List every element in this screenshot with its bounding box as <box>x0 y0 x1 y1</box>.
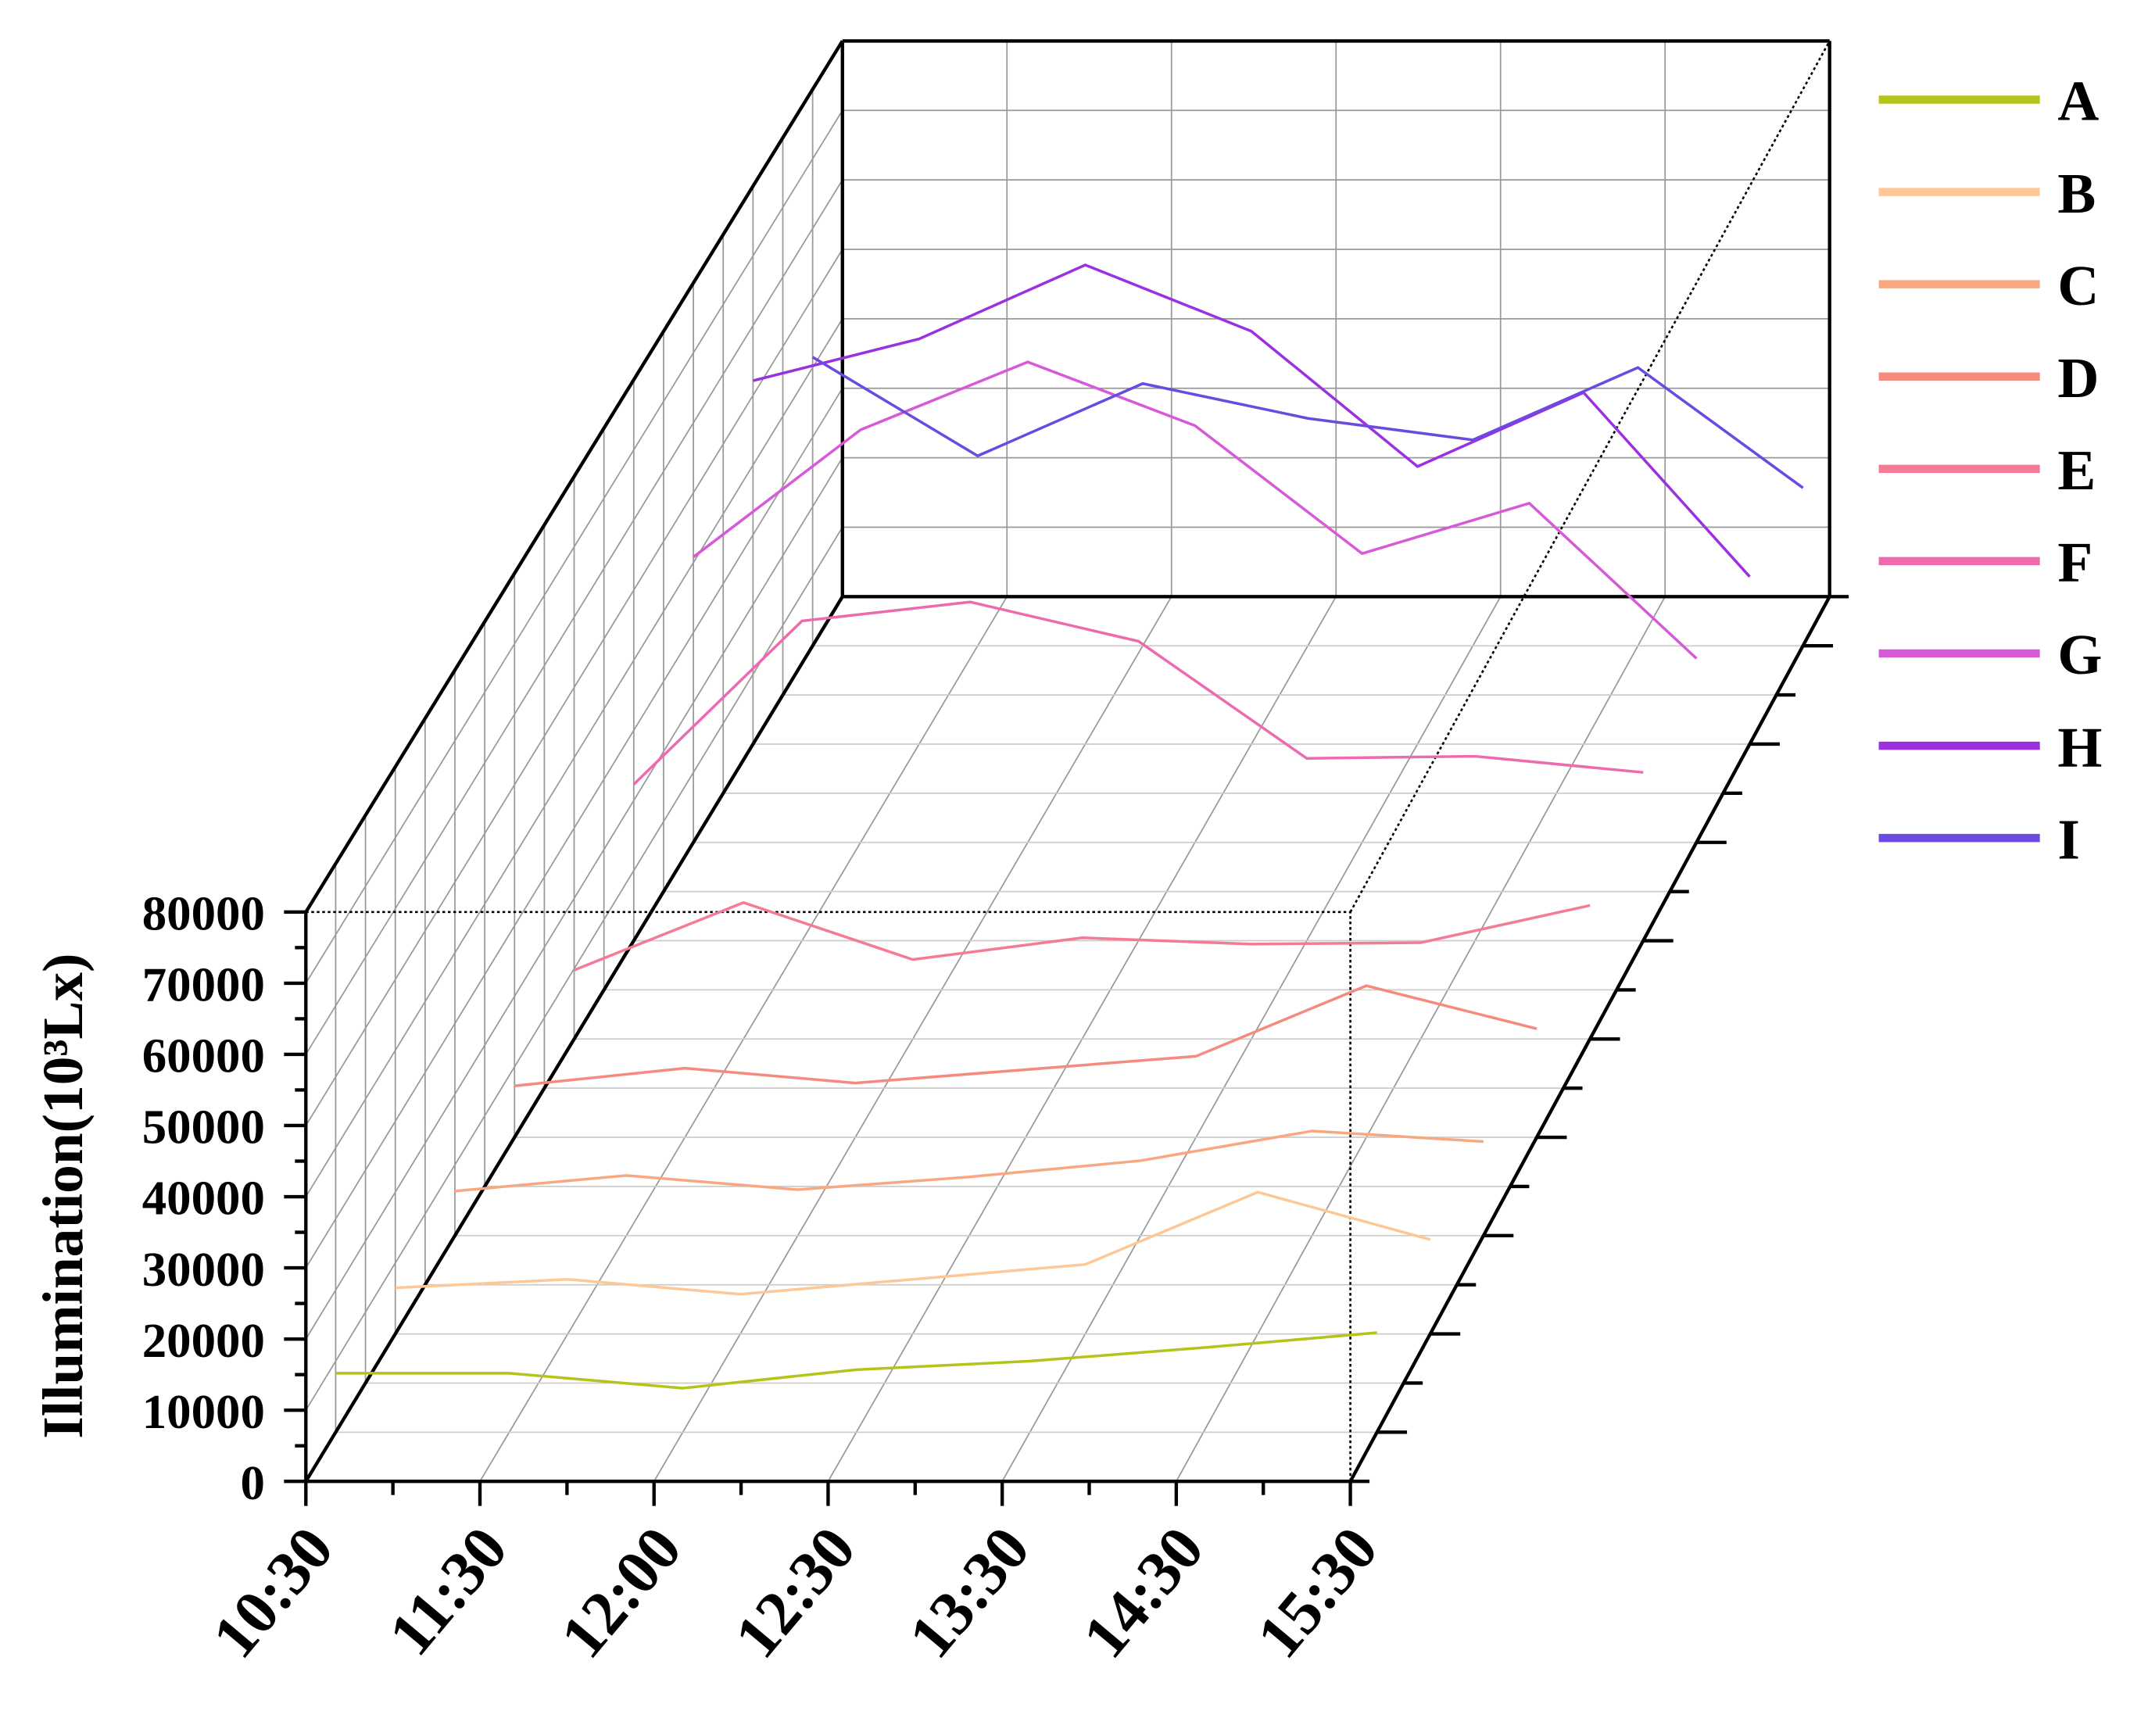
y-tick-label: 20000 <box>142 1313 265 1368</box>
legend-label: D <box>2057 346 2099 410</box>
y-tick-label: 50000 <box>142 1100 265 1154</box>
x-tick-label: 10:30 <box>199 1514 347 1671</box>
series-line <box>335 1331 1377 1390</box>
x-tick-label: 14:30 <box>1069 1514 1217 1671</box>
axis-line <box>1349 40 1831 913</box>
legend-label: A <box>2057 70 2099 133</box>
axis-line <box>304 40 844 913</box>
legend-label: E <box>2057 438 2096 502</box>
x-tick-label: 13:30 <box>896 1514 1044 1671</box>
legend-label: B <box>2057 162 2096 225</box>
axis-line <box>304 596 844 1483</box>
series-line <box>514 984 1538 1087</box>
y-tick-label: 40000 <box>142 1171 265 1226</box>
series-line <box>752 263 1751 578</box>
legend-label: I <box>2057 807 2080 871</box>
y-tick-label: 0 <box>240 1455 264 1510</box>
series-line <box>811 356 1804 489</box>
legend-label: H <box>2057 715 2102 779</box>
series-line <box>693 360 1698 660</box>
y-tick-label: 60000 <box>142 1029 265 1083</box>
series-line <box>573 900 1591 972</box>
x-tick-label: 15:30 <box>1244 1514 1391 1671</box>
y-tick-label: 70000 <box>142 957 265 1012</box>
y-tick-label: 30000 <box>142 1242 265 1297</box>
legend-label: C <box>2057 254 2099 317</box>
series-line <box>454 1129 1484 1193</box>
y-tick-label: 10000 <box>142 1384 265 1439</box>
legend-label: G <box>2057 623 2102 686</box>
series-line <box>632 600 1644 786</box>
y-tick-label: 80000 <box>142 886 265 941</box>
x-tick-label: 12:00 <box>547 1514 695 1671</box>
series-line <box>395 1190 1431 1296</box>
x-tick-label: 11:30 <box>375 1514 521 1668</box>
legend-label: F <box>2057 531 2092 594</box>
x-tick-label: 12:30 <box>721 1514 869 1671</box>
y-axis-title: Illumination(10³Lx) <box>31 954 95 1439</box>
